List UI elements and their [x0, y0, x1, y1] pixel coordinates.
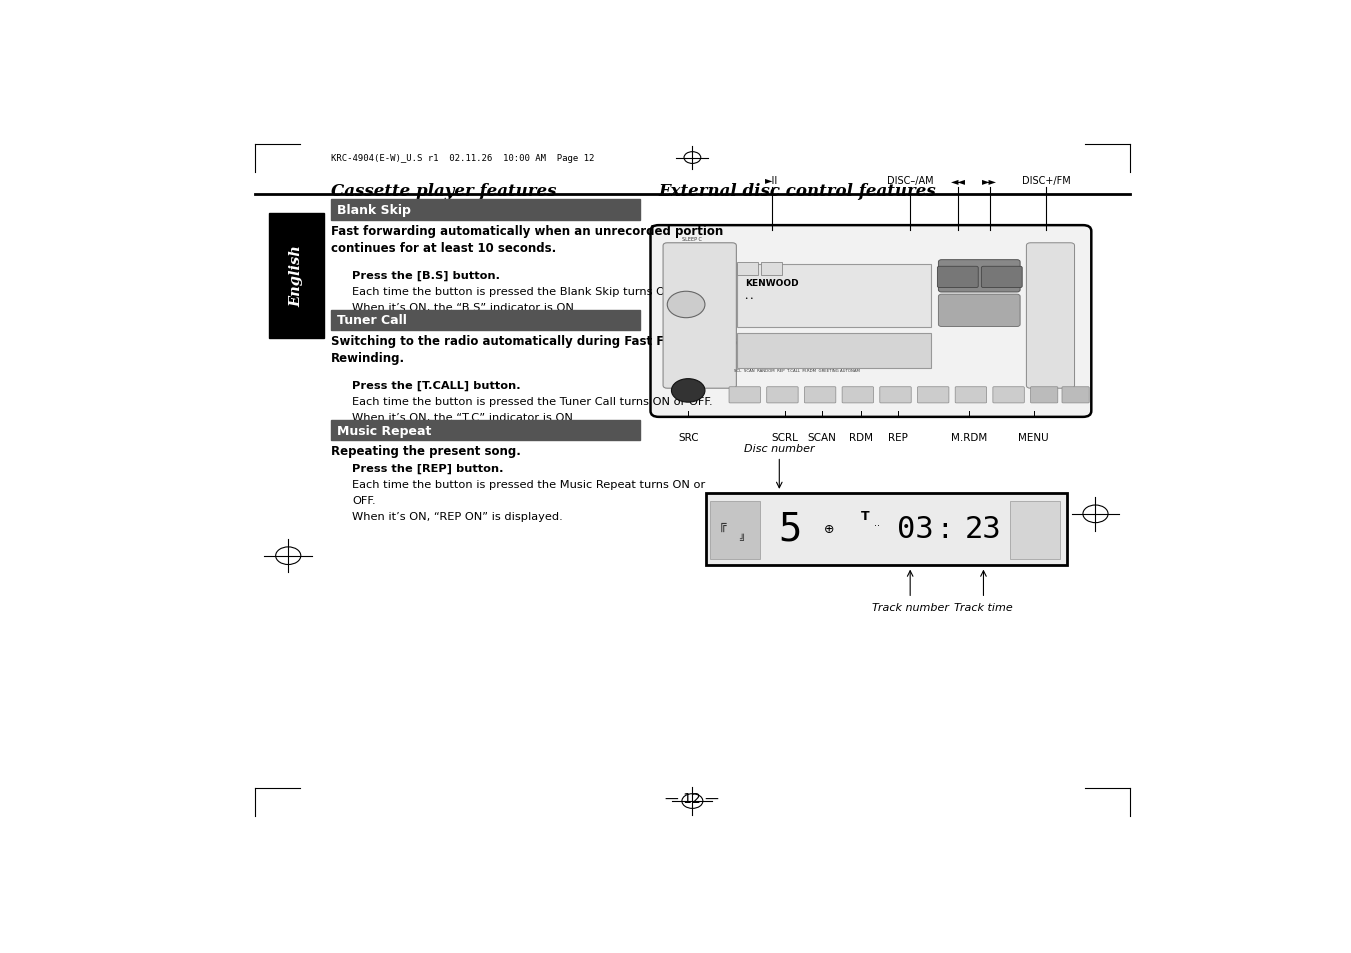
FancyBboxPatch shape — [663, 244, 736, 389]
Text: Press the [T.CALL] button.: Press the [T.CALL] button. — [353, 381, 520, 391]
Text: KENWOOD: KENWOOD — [744, 278, 798, 288]
Text: Each time the button is pressed the Blank Skip turns ON or OFF.: Each time the button is pressed the Blan… — [353, 287, 716, 296]
Text: :: : — [936, 515, 952, 543]
Text: AM: AM — [952, 274, 965, 279]
FancyBboxPatch shape — [880, 387, 911, 403]
FancyBboxPatch shape — [707, 494, 1067, 566]
Text: RDM: RDM — [848, 432, 873, 442]
Text: FM: FM — [989, 274, 1000, 279]
Text: M.RDM: M.RDM — [951, 432, 988, 442]
Circle shape — [667, 292, 705, 318]
Text: MENU: MENU — [1019, 432, 1048, 442]
Text: Track time: Track time — [954, 602, 1013, 613]
Text: Each time the button is pressed the Music Repeat turns ON or: Each time the button is pressed the Musi… — [353, 479, 705, 489]
FancyBboxPatch shape — [939, 294, 1020, 327]
Text: • •: • • — [744, 295, 754, 300]
FancyBboxPatch shape — [938, 267, 978, 288]
FancyBboxPatch shape — [993, 387, 1024, 403]
FancyBboxPatch shape — [738, 334, 931, 369]
FancyBboxPatch shape — [331, 311, 640, 331]
Text: DISC–/AM: DISC–/AM — [886, 175, 934, 186]
FancyBboxPatch shape — [738, 265, 931, 327]
Text: KRC-4904(E-W)_U.S r1  02.11.26  10:00 AM  Page 12: KRC-4904(E-W)_U.S r1 02.11.26 10:00 AM P… — [331, 153, 594, 163]
FancyBboxPatch shape — [331, 420, 640, 441]
Text: ◄◄: ◄◄ — [951, 175, 966, 186]
Text: ►II: ►II — [769, 267, 775, 272]
FancyBboxPatch shape — [1009, 501, 1061, 559]
FancyBboxPatch shape — [711, 501, 761, 559]
Text: ►►: ►► — [997, 274, 1005, 280]
Text: BOOT: BOOT — [682, 396, 694, 400]
FancyBboxPatch shape — [762, 263, 782, 275]
Text: English: English — [289, 245, 304, 307]
Text: Press the [B.S] button.: Press the [B.S] button. — [353, 271, 500, 281]
Text: 3: 3 — [857, 393, 859, 398]
FancyBboxPatch shape — [730, 387, 761, 403]
Text: Cassette player features: Cassette player features — [331, 183, 557, 200]
FancyBboxPatch shape — [738, 263, 758, 275]
Text: Switching to the radio automatically during Fast Forwarding and
Rewinding.: Switching to the radio automatically dur… — [331, 335, 761, 364]
Text: External disc control features: External disc control features — [659, 183, 936, 200]
Text: T: T — [861, 509, 870, 522]
Text: 23: 23 — [965, 515, 1002, 543]
Text: Track number: Track number — [871, 602, 948, 613]
Text: SCAN: SCAN — [808, 432, 836, 442]
FancyBboxPatch shape — [1062, 387, 1089, 403]
Text: — 12 —: — 12 — — [666, 791, 719, 805]
Text: AM: AM — [952, 309, 962, 314]
FancyBboxPatch shape — [1031, 387, 1058, 403]
Text: ⊕: ⊕ — [824, 522, 835, 536]
Text: SRC: SRC — [678, 432, 698, 442]
Text: Each time the button is pressed the Tuner Call turns ON or OFF.: Each time the button is pressed the Tune… — [353, 396, 713, 407]
Text: When it’s ON, the “B.S” indicator is ON.: When it’s ON, the “B.S” indicator is ON. — [353, 303, 578, 313]
FancyBboxPatch shape — [842, 387, 874, 403]
Text: FM: FM — [989, 309, 997, 314]
Text: Repeating the present song.: Repeating the present song. — [331, 444, 521, 457]
Text: 5: 5 — [931, 393, 935, 398]
Circle shape — [671, 379, 705, 403]
FancyBboxPatch shape — [269, 213, 324, 338]
Text: 5: 5 — [778, 510, 801, 548]
Text: SCL  SCAN  RANDOM  REP  T.CALL  M.RDM  GREETING AUTONAM: SCL SCAN RANDOM REP T.CALL M.RDM GREETIN… — [735, 369, 861, 373]
Text: ╔: ╔ — [719, 518, 727, 532]
Text: 4: 4 — [894, 393, 897, 398]
FancyBboxPatch shape — [955, 387, 986, 403]
FancyBboxPatch shape — [1027, 244, 1074, 389]
FancyBboxPatch shape — [981, 267, 1023, 288]
FancyBboxPatch shape — [939, 260, 1020, 293]
Text: When it’s ON, the “T.C” indicator is ON.: When it’s ON, the “T.C” indicator is ON. — [353, 413, 577, 423]
Text: Tuner Call: Tuner Call — [338, 314, 407, 327]
Text: ►II: ►II — [765, 175, 778, 186]
Text: ►►: ►► — [982, 175, 997, 186]
Text: 6: 6 — [969, 393, 973, 398]
Text: Press the [REP] button.: Press the [REP] button. — [353, 463, 504, 474]
FancyBboxPatch shape — [917, 387, 948, 403]
FancyBboxPatch shape — [804, 387, 836, 403]
Text: 1: 1 — [781, 393, 784, 398]
Text: OFF.: OFF. — [353, 496, 376, 505]
Text: REP: REP — [888, 432, 908, 442]
Text: ATT: ATT — [740, 393, 750, 398]
Text: Disc number: Disc number — [744, 443, 815, 454]
Text: ··: ·· — [874, 520, 880, 530]
Text: 2: 2 — [819, 393, 821, 398]
Text: o: o — [1006, 393, 1011, 398]
Text: ╝: ╝ — [739, 535, 744, 545]
FancyBboxPatch shape — [331, 200, 640, 221]
Text: DISC+/FM: DISC+/FM — [1021, 175, 1070, 186]
Text: ◄◄: ◄◄ — [952, 274, 962, 280]
Text: Music Repeat: Music Repeat — [338, 424, 432, 437]
Text: Blank Skip: Blank Skip — [338, 204, 411, 217]
FancyBboxPatch shape — [767, 387, 798, 403]
Text: Fast forwarding automatically when an unrecorded portion
continues for at least : Fast forwarding automatically when an un… — [331, 225, 723, 254]
Text: SRC: SRC — [682, 386, 694, 392]
Text: SLEEP C: SLEEP C — [682, 236, 701, 242]
Text: ◄►: ◄► — [743, 267, 753, 272]
Text: 03: 03 — [897, 515, 934, 543]
FancyBboxPatch shape — [651, 226, 1092, 417]
Text: When it’s ON, “REP ON” is displayed.: When it’s ON, “REP ON” is displayed. — [353, 512, 563, 521]
Text: SCRL: SCRL — [771, 432, 798, 442]
